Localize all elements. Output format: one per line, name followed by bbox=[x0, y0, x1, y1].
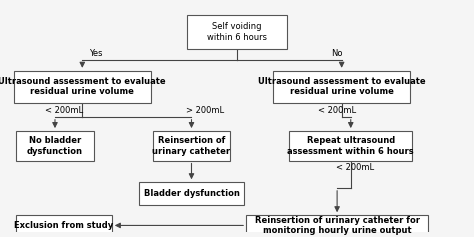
Text: Yes: Yes bbox=[89, 49, 103, 58]
Text: < 200mL: < 200mL bbox=[318, 105, 356, 114]
Text: Ultrasound assessment to evaluate
residual urine volume: Ultrasound assessment to evaluate residu… bbox=[0, 77, 166, 96]
Text: No: No bbox=[331, 49, 343, 58]
Text: Reinsertion of
urinary catheter: Reinsertion of urinary catheter bbox=[153, 136, 230, 155]
Text: No bladder
dysfunction: No bladder dysfunction bbox=[27, 136, 83, 155]
FancyBboxPatch shape bbox=[289, 131, 412, 161]
Text: Exclusion from study: Exclusion from study bbox=[15, 221, 114, 230]
Text: Ultrasound assessment to evaluate
residual urine volume: Ultrasound assessment to evaluate residu… bbox=[258, 77, 426, 96]
Text: Self voiding
within 6 hours: Self voiding within 6 hours bbox=[207, 22, 267, 42]
Text: > 200mL: > 200mL bbox=[186, 105, 224, 114]
FancyBboxPatch shape bbox=[246, 215, 428, 236]
FancyBboxPatch shape bbox=[187, 15, 287, 49]
FancyBboxPatch shape bbox=[273, 71, 410, 103]
Text: Repeat ultrasound
assessment within 6 hours: Repeat ultrasound assessment within 6 ho… bbox=[287, 136, 414, 155]
Text: Bladder dysfunction: Bladder dysfunction bbox=[144, 189, 239, 198]
FancyBboxPatch shape bbox=[16, 215, 112, 236]
FancyBboxPatch shape bbox=[16, 131, 94, 161]
FancyBboxPatch shape bbox=[139, 182, 244, 205]
Text: Reinsertion of urinary catheter for
monitoring hourly urine output: Reinsertion of urinary catheter for moni… bbox=[255, 216, 419, 235]
FancyBboxPatch shape bbox=[14, 71, 151, 103]
Text: < 200mL: < 200mL bbox=[336, 163, 374, 172]
FancyBboxPatch shape bbox=[153, 131, 230, 161]
Text: < 200mL: < 200mL bbox=[45, 105, 83, 114]
